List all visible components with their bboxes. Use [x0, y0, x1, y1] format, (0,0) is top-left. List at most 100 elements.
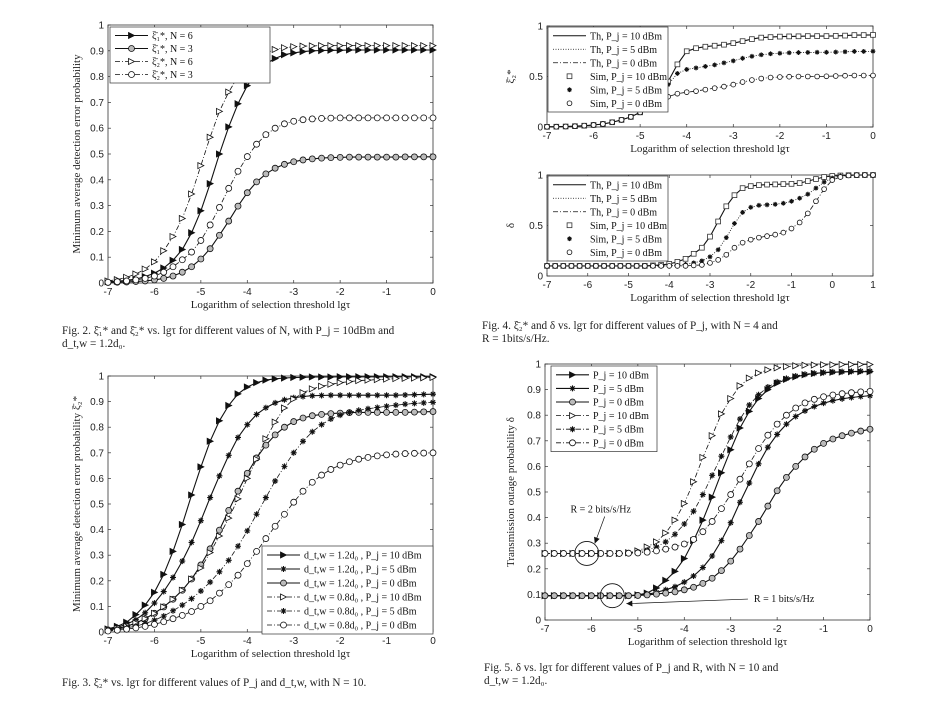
legend-label: ξ̄₂*, N = 3	[152, 70, 193, 81]
triangle-marker	[271, 418, 280, 426]
circle-marker	[216, 231, 223, 239]
circle-marker	[225, 506, 233, 514]
asterisk-marker	[749, 53, 755, 59]
triangle-marker	[206, 133, 215, 141]
circle-marker	[383, 451, 390, 459]
circle-marker	[755, 518, 762, 525]
triangle-marker	[253, 379, 261, 387]
triangle-marker	[848, 360, 856, 369]
asterisk-marker	[262, 494, 269, 501]
asterisk-marker	[653, 544, 660, 551]
circle-marker	[411, 408, 418, 416]
circle-marker	[832, 73, 839, 79]
x-axis-label: Logarithm of selection threshold lgτ	[630, 143, 790, 155]
circle-marker	[758, 75, 765, 82]
circle-marker	[429, 153, 437, 161]
circle-marker	[796, 219, 803, 226]
triangle-marker	[736, 424, 744, 432]
asterisk-marker	[216, 472, 223, 479]
triangle-marker	[783, 362, 791, 371]
circle-marker	[253, 547, 260, 555]
circle-marker	[346, 114, 353, 122]
circle-marker	[318, 154, 325, 162]
circle-marker	[837, 174, 844, 180]
circle-marker	[420, 153, 428, 161]
asterisk-marker	[179, 558, 186, 565]
chart-fig5: -7 -6 -5 -4 -3 -2 -1 0 0 0.1 0.2 0.3 0.4 0.5 0.6 0.7 0.8…	[505, 360, 874, 648]
triangle-marker	[411, 374, 419, 382]
series-3	[104, 373, 437, 634]
square-marker	[707, 233, 713, 240]
legend-label: Th, P_j = 10 dBm	[590, 180, 662, 191]
asterisk-marker	[300, 438, 306, 445]
triangle-marker	[866, 360, 874, 369]
y-tick-label: 0.4	[90, 525, 104, 536]
circle-marker	[160, 618, 168, 626]
x-tick-label: -4	[682, 131, 691, 142]
x-tick-label: -1	[787, 280, 796, 291]
triangle-marker	[197, 564, 205, 572]
circle-marker	[308, 115, 316, 123]
circle-marker	[625, 263, 632, 269]
asterisk-marker	[730, 58, 736, 64]
circle-marker	[383, 114, 390, 122]
y-axis-label: ξ̄₂*	[505, 69, 517, 83]
x-tick-label: -4	[680, 624, 689, 635]
asterisk-marker	[179, 602, 186, 609]
asterisk-marker	[280, 608, 287, 614]
asterisk-marker	[783, 375, 790, 382]
legend-label: d_t,w = 0.8d₀ , P_j = 0 dBm	[304, 621, 417, 632]
triangle-marker	[327, 380, 335, 388]
triangle-marker	[420, 374, 428, 382]
triangle-marker	[178, 586, 187, 594]
y-tick-label: 0.2	[90, 576, 104, 587]
circle-marker	[262, 170, 270, 178]
triangle-marker	[411, 46, 419, 54]
asterisk-marker	[777, 50, 783, 56]
circle-marker	[813, 198, 819, 205]
asterisk-marker	[746, 401, 753, 408]
triangle-marker	[383, 41, 391, 50]
circle-marker	[810, 395, 818, 403]
asterisk-marker	[772, 201, 778, 207]
circle-marker	[634, 592, 642, 599]
circle-marker	[197, 255, 205, 263]
asterisk-marker	[430, 399, 436, 406]
square-marker	[747, 183, 754, 189]
circle-marker	[848, 389, 855, 397]
asterisk-marker	[737, 499, 743, 506]
circle-marker	[151, 272, 158, 280]
asterisk-marker	[355, 407, 362, 414]
circle-marker	[420, 114, 428, 122]
y-tick-label: 0.1	[90, 602, 104, 613]
circle-marker	[225, 184, 233, 192]
circle-marker	[401, 408, 409, 416]
circle-marker	[857, 427, 865, 435]
caption-fig3: Fig. 3. ξ̄₂* vs. lgτ for different value…	[62, 677, 482, 690]
square-marker	[723, 203, 730, 210]
circle-marker	[271, 431, 279, 439]
legend-label: Sim, P_j = 10 dBm	[590, 72, 667, 83]
triangle-marker	[373, 41, 382, 50]
legend-label: ξ̄₁*, N = 3	[152, 44, 193, 55]
circle-marker	[578, 550, 586, 557]
circle-marker	[243, 153, 251, 160]
circle-marker	[243, 189, 251, 197]
x-tick-label: -5	[624, 280, 633, 291]
circle-marker	[327, 154, 335, 162]
triangle-marker	[401, 46, 410, 54]
circle-marker	[829, 435, 837, 443]
triangle-marker	[178, 214, 187, 223]
circle-marker	[541, 550, 549, 557]
square-marker	[788, 181, 795, 187]
circle-marker	[550, 550, 558, 557]
asterisk-marker	[813, 185, 819, 191]
square-marker	[711, 42, 718, 49]
circle-marker	[299, 414, 307, 422]
circle-marker	[290, 158, 298, 166]
triangle-marker	[290, 49, 298, 57]
triangle-marker	[280, 551, 288, 559]
circle-marker	[178, 268, 186, 276]
circle-marker	[132, 624, 140, 632]
triangle-marker	[151, 588, 159, 596]
